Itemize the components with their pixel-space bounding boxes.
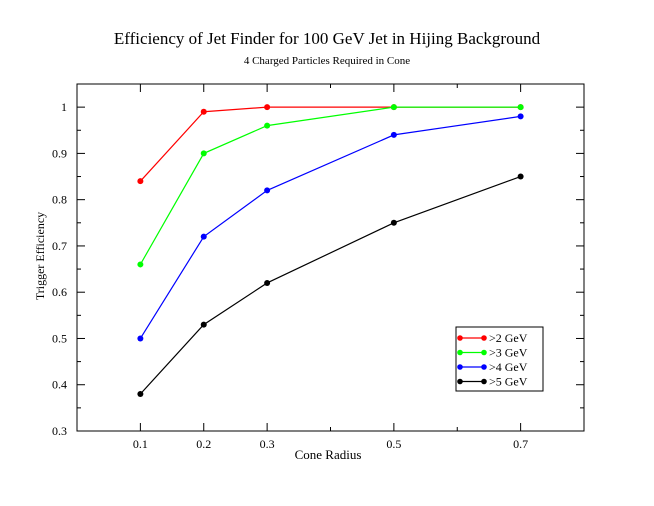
y-tick-label: 1 (61, 100, 67, 114)
y-tick-label: 0.6 (52, 285, 67, 299)
chart-subtitle: 4 Charged Particles Required in Cone (244, 55, 410, 67)
data-point (517, 113, 524, 120)
legend-label: >5 GeV (489, 375, 528, 389)
data-point (200, 233, 207, 240)
series-line (139, 106, 521, 265)
data-point (137, 390, 144, 397)
legend-marker (481, 349, 487, 356)
data-point (200, 150, 207, 157)
data-point (517, 104, 524, 111)
data-point (264, 104, 271, 111)
data-point (264, 122, 271, 129)
axes: 0.3 0.4 0.5 0.6 0.7 0.8 0.9 1 0.1 0.2 0.3 0.5 0.7 (52, 84, 584, 451)
series-line (139, 115, 521, 339)
y-tick-label: 0.8 (52, 193, 67, 207)
data-point (137, 335, 144, 342)
legend-marker (457, 335, 463, 341)
legend: >2 GeV>3 GeV>4 GeV>5 GeV (455, 326, 544, 392)
data-point (264, 279, 271, 286)
legend-label: >2 GeV (489, 331, 528, 345)
x-tick-label: 0.3 (260, 437, 275, 451)
chart-title: Efficiency of Jet Finder for 100 GeV Jet… (114, 29, 541, 48)
data-point (137, 261, 144, 268)
legend-marker (457, 349, 463, 356)
data-point (390, 131, 397, 138)
x-tick-label: 0.7 (513, 437, 528, 451)
data-point (200, 321, 207, 328)
data-point (390, 219, 397, 226)
legend-marker (481, 335, 487, 341)
series-layer (137, 104, 524, 397)
legend-marker (481, 364, 487, 370)
x-tick-label: 0.1 (133, 437, 148, 451)
series-5-gev (137, 173, 524, 397)
data-point (137, 178, 144, 185)
legend-marker (481, 378, 487, 385)
legend-marker (457, 364, 463, 370)
y-tick-label: 0.5 (52, 331, 67, 345)
data-point (264, 187, 271, 194)
x-axis-label: Cone Radius (295, 447, 362, 462)
x-tick-label: 0.5 (386, 437, 401, 451)
y-tick-label: 0.3 (52, 424, 67, 438)
legend-label: >3 GeV (489, 346, 528, 360)
y-tick-label: 0.7 (52, 239, 67, 253)
data-point (517, 173, 524, 180)
series-line (139, 106, 521, 182)
y-tick-label: 0.9 (52, 146, 67, 160)
legend-label: >4 GeV (489, 360, 528, 374)
series-4-gev (137, 113, 524, 342)
data-point (200, 108, 207, 115)
y-axis-label: Trigger Efficiency (33, 212, 47, 300)
x-tick-label: 0.2 (196, 437, 211, 451)
y-tick-label: 0.4 (52, 378, 67, 392)
series-3-gev (137, 104, 524, 268)
data-point (390, 104, 397, 111)
legend-marker (457, 378, 463, 385)
